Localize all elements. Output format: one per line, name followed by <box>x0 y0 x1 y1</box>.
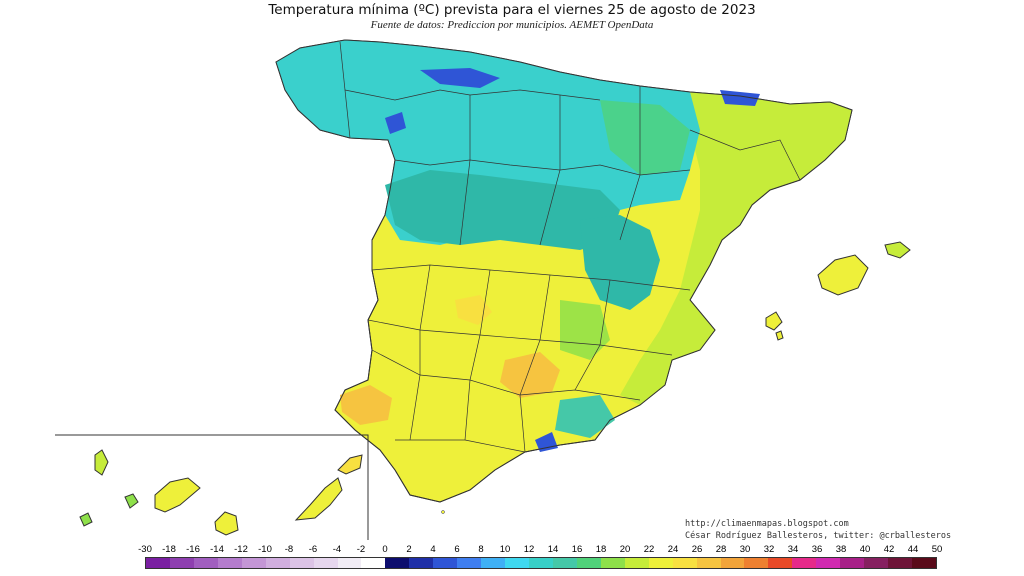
legend-tick-label: 32 <box>763 544 775 555</box>
map-title: Temperatura mínima (ºC) prevista para el… <box>268 2 756 18</box>
legend-tick-label: 2 <box>406 544 412 555</box>
legend-swatch <box>888 558 912 568</box>
legend-tick-label: -14 <box>210 544 224 555</box>
legend-swatch <box>146 558 170 568</box>
legend-swatch <box>792 558 817 568</box>
legend-swatch <box>505 558 529 568</box>
legend-tick-label: -6 <box>308 544 318 555</box>
legend-tick-label: -30 <box>138 544 152 555</box>
legend-tick-label: 26 <box>691 544 703 555</box>
legend-tick-label: 36 <box>811 544 823 555</box>
legend-tick-label: 18 <box>595 544 607 555</box>
map-subtitle: Fuente de datos: Prediccion por municipi… <box>370 19 654 31</box>
color-legend: -30 -18 -16 -14 -12 -10 -8 -6 -4 -2 0 2 4 6 8 10 12 14 16 1… <box>138 544 942 576</box>
legend-tick-label: 10 <box>499 544 511 555</box>
legend-tick-label: 12 <box>523 544 535 555</box>
legend-swatch <box>864 558 889 568</box>
canary-islands-inset <box>55 434 369 540</box>
legend-tick-label: 8 <box>478 544 484 555</box>
legend-tick-label: 4 <box>430 544 436 555</box>
legend-tick-label: 40 <box>859 544 871 555</box>
legend-labels: -30 -18 -16 -14 -12 -10 -8 -6 -4 -2 0 2 4 6 8 10 12 14 16 1… <box>138 544 942 556</box>
balearic-islands <box>765 241 911 341</box>
legend-swatch <box>912 558 936 568</box>
legend-tick-label: 28 <box>715 544 727 555</box>
credit-author: César Rodríguez Ballesteros, twitter: @c… <box>685 531 952 541</box>
legend-tick-label: -18 <box>162 544 176 555</box>
legend-swatch <box>481 558 506 568</box>
legend-swatch <box>241 558 266 568</box>
legend-swatch <box>840 558 865 568</box>
legend-tick-label: 24 <box>667 544 679 555</box>
legend-tick-label: 20 <box>619 544 631 555</box>
legend-swatch <box>337 558 362 568</box>
legend-tick-label: 30 <box>739 544 751 555</box>
legend-tick-label: -2 <box>356 544 366 555</box>
credit-blog: http://climaenmapas.blogspot.com <box>685 519 849 529</box>
legend-swatch <box>816 558 841 568</box>
legend-tick-label: -16 <box>186 544 200 555</box>
legend-swatch <box>313 558 338 568</box>
legend-tick-label: -10 <box>258 544 272 555</box>
ceuta-dot <box>441 510 445 514</box>
legend-swatch <box>361 558 386 568</box>
legend-tick-label: 6 <box>454 544 460 555</box>
legend-tick-label: -4 <box>332 544 342 555</box>
legend-swatch <box>457 558 482 568</box>
legend-swatch <box>696 558 721 568</box>
legend-tick-label: 0 <box>382 544 388 555</box>
legend-tick-label: -8 <box>284 544 294 555</box>
legend-swatch <box>624 558 649 568</box>
legend-swatch <box>409 558 434 568</box>
legend-swatch <box>169 558 194 568</box>
legend-tick-label: 38 <box>835 544 847 555</box>
legend-tick-label: 14 <box>547 544 559 555</box>
legend-tick-label: 22 <box>643 544 655 555</box>
legend-tick-label: 16 <box>571 544 583 555</box>
legend-swatch <box>648 558 673 568</box>
legend-tick-label: 42 <box>883 544 895 555</box>
legend-swatch <box>289 558 314 568</box>
legend-tick-label: 44 <box>907 544 919 555</box>
peninsula <box>275 39 853 503</box>
legend-swatch <box>720 558 745 568</box>
legend-swatch <box>576 558 601 568</box>
legend-swatch <box>385 558 410 568</box>
legend-tick-label: 50 <box>931 544 943 555</box>
legend-swatch <box>433 558 458 568</box>
legend-tick-label: 34 <box>787 544 799 555</box>
legend-swatch <box>217 558 242 568</box>
legend-swatch <box>552 558 577 568</box>
legend-swatch <box>672 558 697 568</box>
legend-tick-label: -12 <box>234 544 248 555</box>
legend-bar <box>145 557 937 569</box>
legend-swatch <box>600 558 625 568</box>
legend-swatch <box>265 558 290 568</box>
legend-swatch <box>744 558 769 568</box>
legend-swatch <box>768 558 793 568</box>
legend-swatch <box>193 558 218 568</box>
legend-swatch <box>529 558 553 568</box>
